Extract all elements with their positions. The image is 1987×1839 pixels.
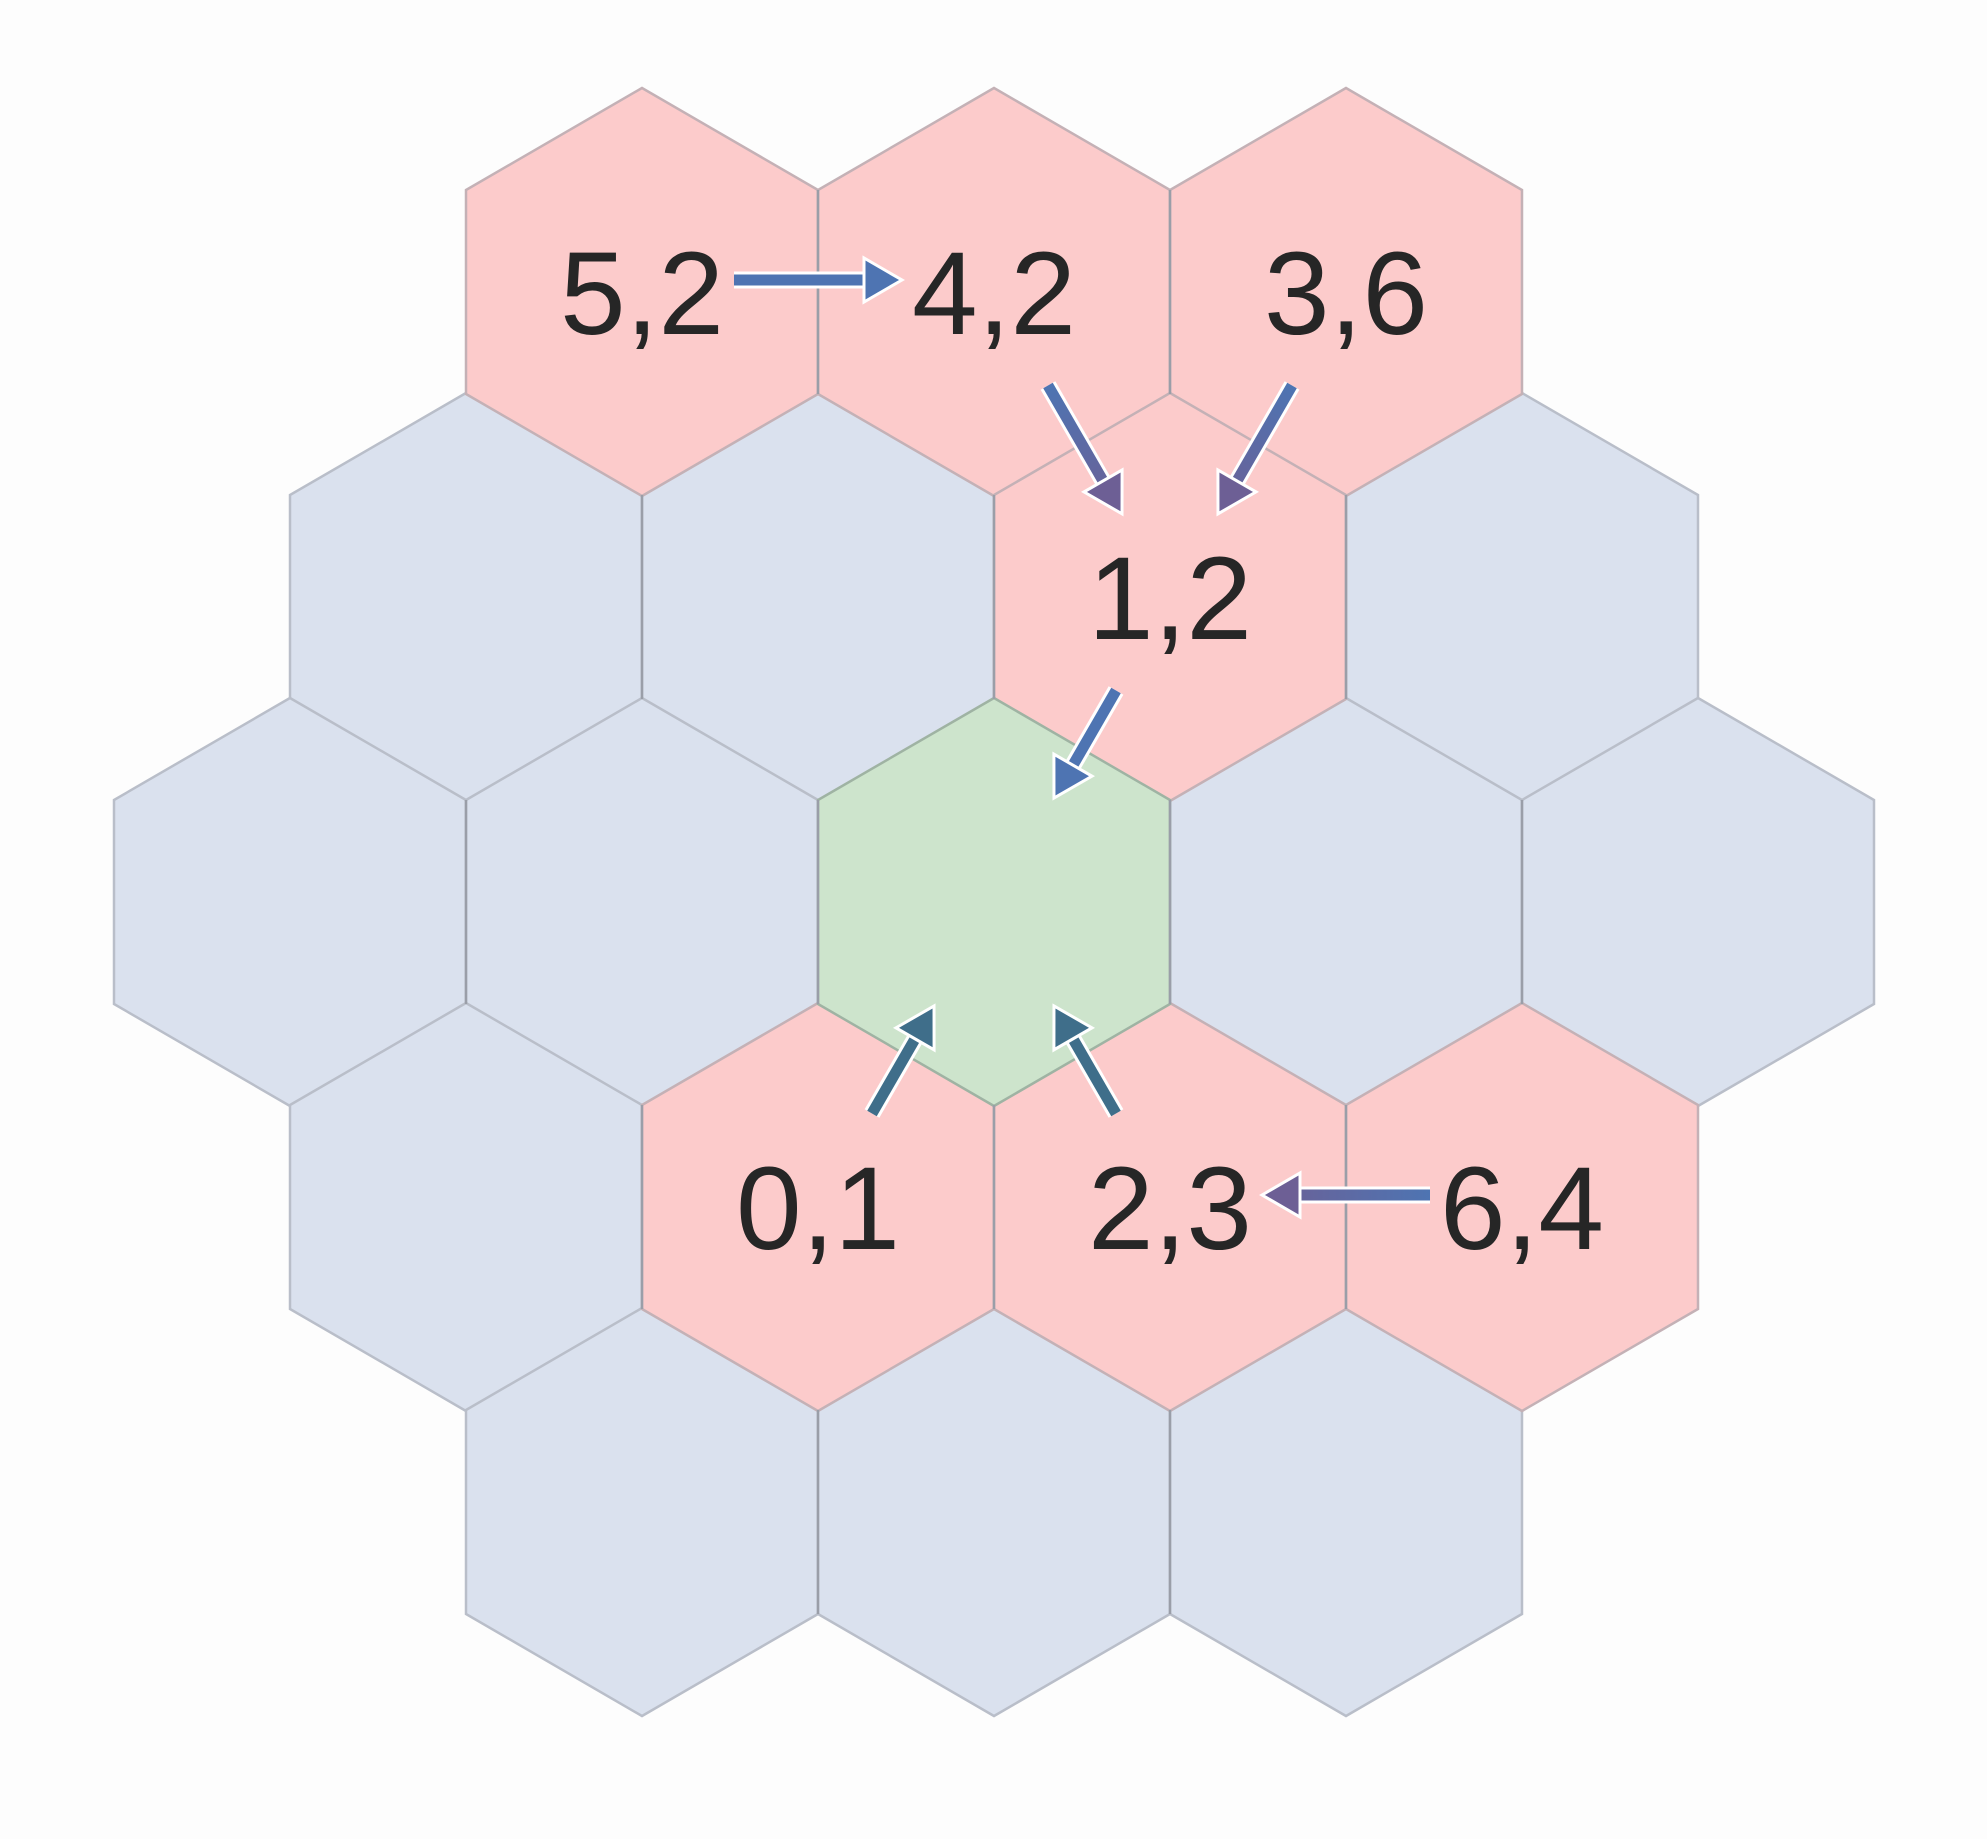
arrow-shaft xyxy=(867,1034,921,1117)
arrow-top-right-to-upper-right xyxy=(1216,381,1300,517)
arrow-head xyxy=(862,255,905,305)
arrow-shaft xyxy=(1231,382,1297,486)
arrows xyxy=(734,255,1430,1220)
hex-label-top-middle: 4,2 xyxy=(912,228,1076,360)
hex-label-lower-far-right: 6,4 xyxy=(1440,1143,1604,1275)
arrow-head xyxy=(1216,467,1260,517)
arrow-lower-far-right-to-lower-right xyxy=(1259,1170,1430,1220)
hex-cells xyxy=(112,86,1876,1718)
arrow-shaft xyxy=(1043,382,1109,486)
arrow-head xyxy=(892,1003,936,1053)
arrow-head xyxy=(1052,751,1096,801)
hex-label-upper-right: 1,2 xyxy=(1088,533,1252,665)
arrow-head xyxy=(1259,1170,1302,1220)
arrow-lower-left-to-center xyxy=(864,1003,936,1118)
arrow-shaft xyxy=(1067,687,1121,770)
arrow-upper-right-to-center xyxy=(1052,686,1124,801)
arrow-top-middle-to-upper-right xyxy=(1040,381,1124,517)
hex-label-lower-right: 2,3 xyxy=(1088,1143,1252,1275)
arrow-head xyxy=(1052,1003,1096,1053)
arrow-lower-right-to-center xyxy=(1052,1003,1124,1118)
hex-label-top-left: 5,2 xyxy=(560,228,724,360)
arrow-top-left-to-top-middle xyxy=(734,255,905,305)
hex-labels: 5,2 4,2 3,6 1,2 0,1 2,3 6,4 xyxy=(560,228,1604,1275)
arrow-head xyxy=(1080,467,1124,517)
hex-label-top-right: 3,6 xyxy=(1264,228,1428,360)
arrow-shaft xyxy=(1067,1034,1121,1117)
hex-label-lower-left: 0,1 xyxy=(736,1143,900,1275)
